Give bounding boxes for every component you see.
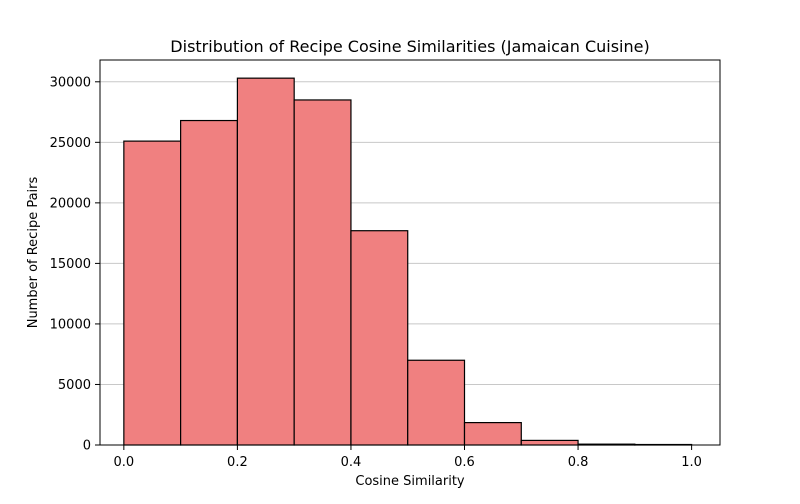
y-tick-label-0: 0 (83, 439, 91, 454)
histogram-bars (124, 78, 692, 445)
histogram-bar-3 (294, 100, 351, 445)
x-tick-label-4: 0.8 (568, 455, 589, 470)
x-axis-label: Cosine Similarity (355, 474, 465, 489)
y-axis-label: Number of Recipe Pairs (26, 176, 41, 328)
y-tick-label-5: 25000 (50, 136, 91, 151)
histogram-bar-5 (408, 360, 465, 445)
x-tick-label-5: 1.0 (681, 455, 702, 470)
x-tick-label-0: 0.0 (114, 455, 135, 470)
histogram-bar-4 (351, 231, 408, 445)
y-tick-label-3: 15000 (50, 257, 91, 272)
y-tick-label-2: 10000 (50, 317, 91, 332)
histogram-bar-1 (181, 121, 238, 445)
x-tick-label-1: 0.2 (227, 455, 248, 470)
y-tick-label-4: 20000 (50, 196, 91, 211)
x-tick-label-2: 0.4 (341, 455, 362, 470)
histogram-bar-0 (124, 141, 181, 445)
x-axis-ticks: 0.0 0.2 0.4 0.6 0.8 1.0 (114, 445, 702, 470)
x-tick-label-3: 0.6 (454, 455, 475, 470)
y-axis-ticks: 0 5000 10000 15000 20000 25000 30000 (50, 75, 100, 453)
histogram-bar-7 (521, 440, 578, 445)
histogram-bar-2 (237, 78, 294, 445)
histogram-bar-6 (465, 423, 522, 445)
y-tick-label-1: 5000 (58, 378, 91, 393)
chart-title: Distribution of Recipe Cosine Similariti… (170, 37, 649, 56)
y-tick-label-6: 30000 (50, 75, 91, 90)
